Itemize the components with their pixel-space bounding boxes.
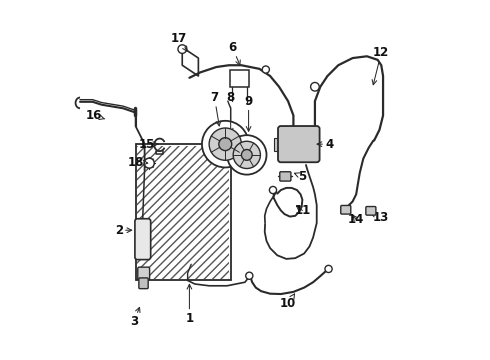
FancyBboxPatch shape: [135, 219, 151, 260]
Text: 8: 8: [226, 91, 235, 133]
Text: 4: 4: [317, 138, 333, 150]
Text: 2: 2: [115, 224, 132, 237]
FancyBboxPatch shape: [280, 172, 291, 181]
Bar: [274, 138, 282, 150]
Text: 5: 5: [294, 170, 307, 183]
Text: 15: 15: [138, 138, 158, 150]
Text: 18: 18: [127, 156, 147, 168]
FancyBboxPatch shape: [341, 206, 351, 214]
Circle shape: [262, 66, 270, 73]
Circle shape: [178, 45, 187, 53]
FancyBboxPatch shape: [366, 207, 376, 215]
Circle shape: [233, 141, 260, 168]
Text: 11: 11: [294, 204, 311, 217]
Text: 17: 17: [171, 32, 187, 51]
Circle shape: [202, 121, 248, 167]
Circle shape: [219, 138, 232, 150]
FancyBboxPatch shape: [278, 126, 319, 162]
Text: 9: 9: [245, 95, 253, 131]
Text: 13: 13: [370, 211, 390, 224]
Circle shape: [325, 265, 332, 273]
Text: 7: 7: [211, 91, 221, 126]
FancyBboxPatch shape: [139, 278, 148, 289]
Circle shape: [242, 149, 252, 160]
Circle shape: [209, 128, 242, 160]
Circle shape: [311, 82, 319, 91]
Text: 16: 16: [85, 109, 105, 122]
Circle shape: [270, 186, 276, 194]
Circle shape: [227, 135, 267, 175]
Text: 1: 1: [185, 284, 194, 325]
Text: 3: 3: [130, 307, 140, 328]
Circle shape: [245, 272, 253, 279]
Bar: [137, 146, 229, 279]
Circle shape: [144, 158, 154, 168]
Bar: [136, 144, 231, 280]
Text: 14: 14: [348, 213, 365, 226]
Text: 10: 10: [280, 294, 296, 310]
Text: 12: 12: [372, 46, 390, 85]
Text: 6: 6: [228, 41, 240, 65]
FancyBboxPatch shape: [138, 267, 149, 280]
Bar: [230, 69, 248, 87]
